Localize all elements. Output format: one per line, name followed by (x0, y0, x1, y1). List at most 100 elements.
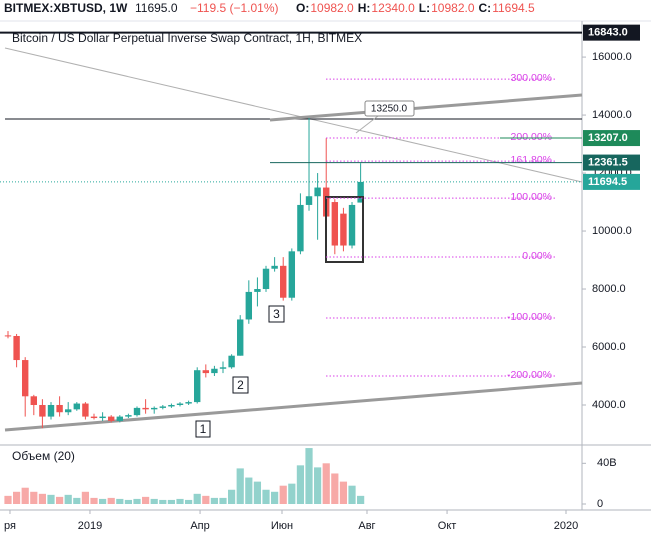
volume-bar (253, 481, 262, 504)
price-label-box (583, 24, 640, 41)
fib-label: 300.00% (511, 72, 552, 84)
wave-label: 1 (200, 422, 207, 436)
volume-bar (339, 481, 348, 504)
fib-label: 161.80% (511, 154, 552, 166)
candle-body (314, 187, 321, 197)
price-label-box (583, 154, 640, 171)
volume-bar (296, 465, 305, 504)
volume-bar (124, 499, 133, 504)
candle-body (47, 404, 55, 417)
trend-line (4, 381, 583, 432)
candle-body (219, 367, 227, 369)
candles (4, 117, 365, 504)
wave-box (268, 305, 285, 323)
ohlc-key: L: (419, 1, 430, 15)
candle-body (133, 407, 141, 416)
x-tick-label: Окт (438, 520, 457, 532)
candle-body (185, 402, 192, 404)
x-tick-label: 2020 (554, 520, 578, 532)
change: −119.5 (−1.01%) (190, 1, 279, 15)
volume-bar (262, 489, 270, 504)
candle-body (116, 416, 124, 421)
volume-bar (176, 498, 184, 504)
volume-bar (116, 498, 124, 504)
volume-bar (210, 497, 219, 504)
callout-text: 13250.0 (371, 104, 408, 115)
trend-line (269, 93, 583, 122)
candle-body (237, 319, 244, 356)
candle-body (348, 204, 356, 246)
volume-bar (64, 494, 72, 504)
volume-bar (185, 499, 193, 504)
volume-bar (305, 448, 313, 504)
candle-body (142, 407, 149, 410)
y-tick-label: 10000.0 (592, 225, 632, 237)
price-label: 16843.0 (588, 27, 628, 39)
candle-body (108, 416, 115, 421)
last-price: 11695.0 (135, 1, 178, 15)
candle-body (331, 202, 339, 246)
candle-body (262, 268, 270, 290)
volume-bar (322, 463, 330, 504)
candle-body (228, 355, 235, 368)
volume-bar (288, 483, 296, 504)
chart-title: Bitcoin / US Dollar Perpetual Inverse Sw… (12, 31, 362, 45)
volume-bar (236, 468, 244, 504)
candle-body (176, 403, 184, 405)
candle-body (73, 403, 81, 410)
volume-bar (245, 477, 253, 504)
callout-pointer (355, 115, 379, 134)
candle-body (30, 396, 38, 405)
y-tick-label: 6000.0 (592, 341, 626, 353)
trend-line (4, 47, 583, 183)
volume-bar (47, 494, 55, 504)
volume-bar (107, 497, 115, 504)
volume-bar (4, 495, 12, 504)
y-tick-label: 16000.0 (592, 51, 632, 63)
x-tick-label: Авг (358, 520, 375, 532)
fib-label: -200.00% (507, 369, 552, 381)
volume-bar (81, 491, 90, 504)
ohlc-value: 10982.0 (310, 1, 354, 15)
candle-body (271, 265, 278, 269)
candle-body (56, 404, 63, 413)
candle-body (151, 407, 158, 410)
candle-body (194, 370, 201, 403)
price-label-box (583, 130, 640, 147)
ohlc-key: O: (296, 1, 309, 15)
candle-body (125, 415, 132, 417)
y-tick-label: 4000.0 (592, 399, 626, 411)
volume-bar (38, 493, 47, 504)
candle-body (65, 409, 72, 413)
volume-bar (159, 499, 167, 504)
volume-bar (90, 497, 98, 504)
callout-box (364, 100, 415, 117)
candle-body (305, 196, 313, 205)
candle-body (90, 416, 98, 419)
candle-body (82, 403, 89, 417)
price-label: 11694.5 (588, 176, 627, 188)
candle-body (13, 335, 20, 361)
candle-body (21, 360, 29, 397)
x-tick-label: Июн (271, 520, 293, 532)
price-label-box (583, 173, 640, 190)
ohlc-value: 11694.5 (492, 1, 535, 15)
x-tick-label: ря (4, 520, 16, 532)
candle-body (357, 181, 364, 203)
x-tick-label: 2019 (78, 520, 102, 532)
candle-body (340, 213, 347, 246)
volume-bar (73, 497, 81, 504)
candle-body (159, 406, 167, 408)
volume-bar (167, 499, 176, 504)
volume-title: Объем (20) (12, 449, 75, 463)
candle-body (288, 251, 296, 298)
wave-label: 3 (273, 307, 280, 321)
fib-label: 200.00% (511, 131, 552, 143)
fib-label: 0.00% (522, 250, 552, 262)
candle-body (245, 291, 253, 320)
symbol: BITMEX:XBTUSD, 1W (4, 1, 128, 15)
volume-bar (150, 498, 158, 504)
wave-box (232, 376, 249, 394)
